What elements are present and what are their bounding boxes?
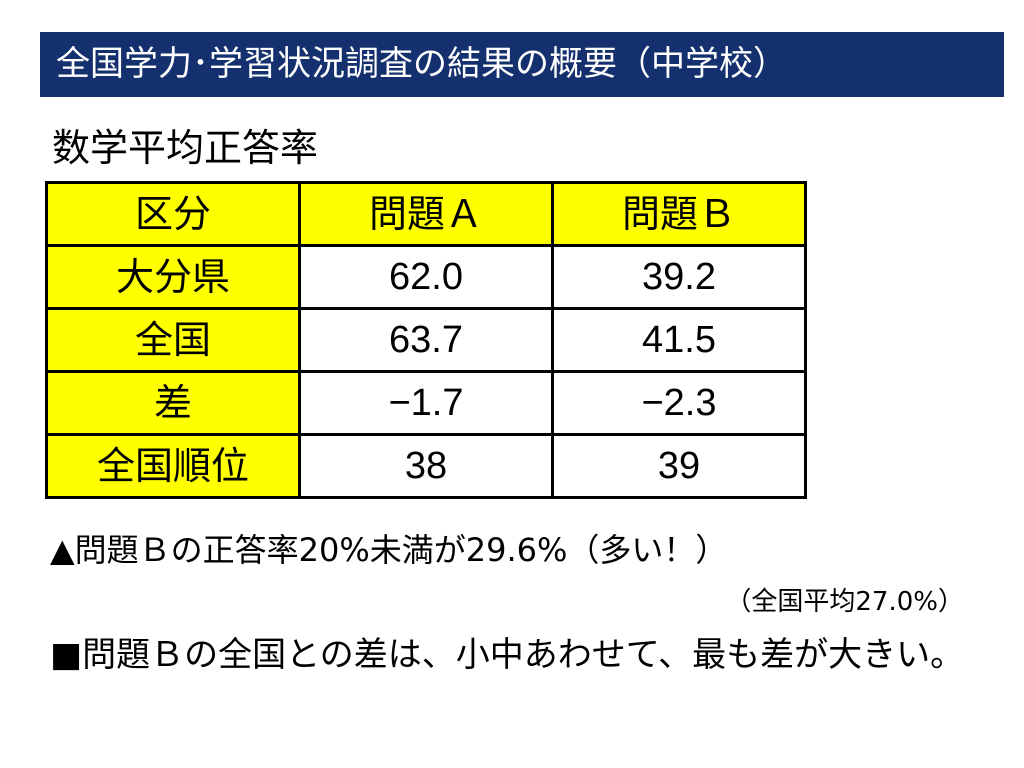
- table-row: 差 −1.7 −2.3: [45, 370, 807, 436]
- row-label: 全国: [45, 307, 301, 373]
- row-label: 差: [45, 370, 301, 436]
- cell: −2.3: [551, 370, 807, 436]
- cell: 63.7: [298, 307, 554, 373]
- cell: 39: [551, 433, 807, 499]
- table-row: 大分県 62.0 39.2: [45, 244, 807, 310]
- cell: 38: [298, 433, 554, 499]
- row-label: 全国順位: [45, 433, 301, 499]
- header-cell: 問題Ｂ: [551, 181, 807, 247]
- table-row: 全国 63.7 41.5: [45, 307, 807, 373]
- cell: 62.0: [298, 244, 554, 310]
- cell: −1.7: [298, 370, 554, 436]
- header-cell: 問題Ａ: [298, 181, 554, 247]
- note: （全国平均27.0%）: [725, 587, 964, 617]
- score-table: 区分 問題Ａ 問題Ｂ 大分県 62.0 39.2 全国 63.7 41.5 差 −1.7 −2.3 全国…: [45, 181, 807, 499]
- note: ■問題Ｂの全国との差は、小中あわせて、最も差が大きい。: [50, 635, 965, 675]
- cell: 41.5: [551, 307, 807, 373]
- cell: 39.2: [551, 244, 807, 310]
- note: ▲問題Ｂの正答率20%未満が29.6%（多い！）: [50, 531, 728, 569]
- subtitle: 数学平均正答率: [52, 126, 319, 170]
- row-label: 大分県: [45, 244, 301, 310]
- header-row: 区分 問題Ａ 問題Ｂ: [45, 181, 807, 247]
- header-cell: 区分: [45, 181, 301, 247]
- table-row: 全国順位 38 39: [45, 433, 807, 499]
- title-bar: 全国学力･学習状況調査の結果の概要（中学校）: [40, 32, 1004, 97]
